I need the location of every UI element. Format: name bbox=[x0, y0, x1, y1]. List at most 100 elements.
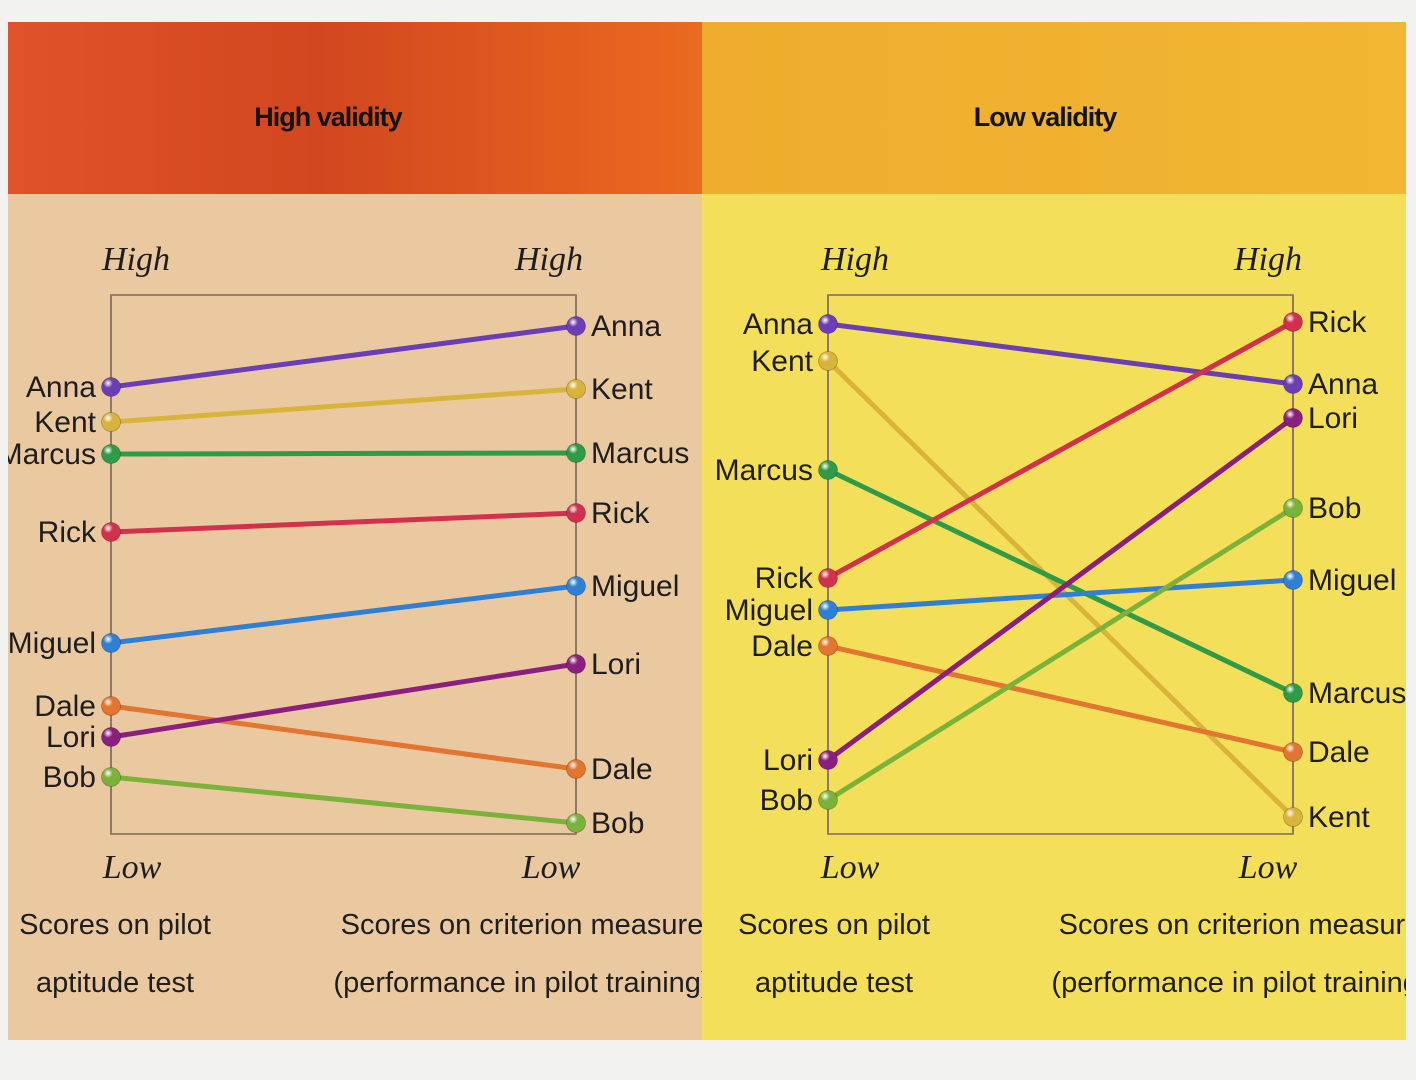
high-validity-right-bead-lori bbox=[566, 654, 586, 674]
high-validity-right-name-lori: Lori bbox=[591, 648, 641, 681]
high-validity-right-caption-line: Scores on criterion measure bbox=[341, 909, 702, 941]
low-validity-line-miguel bbox=[825, 577, 1296, 613]
low-validity-right-bead-marcus bbox=[1283, 683, 1303, 703]
low-validity-right-name-miguel: Miguel bbox=[1308, 564, 1396, 597]
low-validity-right-bead-anna bbox=[1283, 374, 1303, 394]
low-validity-line-bob bbox=[825, 505, 1296, 803]
high-validity-line-kent bbox=[108, 386, 579, 425]
high-validity-left-bead-bob bbox=[101, 767, 121, 787]
low-validity-left-high-label: High bbox=[820, 241, 889, 278]
high-validity-right-name-dale: Dale bbox=[591, 753, 653, 786]
high-validity-left-name-lori: Lori bbox=[46, 721, 96, 754]
high-validity-line-lori bbox=[108, 661, 579, 740]
low-validity-right-caption-line: Scores on criterion measure bbox=[1059, 909, 1406, 941]
low-validity-left-bead-marcus bbox=[818, 460, 838, 480]
low-validity-left-low-label: Low bbox=[820, 849, 880, 886]
high-validity-right-name-miguel: Miguel bbox=[591, 570, 679, 603]
low-validity-right-name-dale: Dale bbox=[1308, 736, 1370, 769]
low-validity-right-bead-miguel bbox=[1283, 570, 1303, 590]
high-validity-right-caption-line: (performance in pilot training) bbox=[333, 967, 702, 999]
high-validity-left-caption-line: Scores on pilot bbox=[19, 909, 211, 941]
high-validity-left-name-bob: Bob bbox=[43, 761, 96, 794]
low-validity-right-name-kent: Kent bbox=[1308, 801, 1370, 834]
high-validity-line-marcus bbox=[108, 450, 579, 457]
low-validity-right-name-bob: Bob bbox=[1308, 492, 1361, 525]
high-validity-banner: High validity bbox=[8, 22, 702, 194]
low-validity-right-bead-lori bbox=[1283, 408, 1303, 428]
high-validity-line-rick bbox=[108, 510, 579, 535]
low-validity-left-name-lori: Lori bbox=[763, 744, 813, 777]
low-validity-panel: Low validity High High Low Low Anna Kent Marcu… bbox=[702, 22, 1406, 1040]
low-validity-right-name-lori: Lori bbox=[1308, 402, 1358, 435]
low-validity-title: Low validity bbox=[973, 102, 1118, 132]
low-validity-right-name-rick: Rick bbox=[1308, 306, 1367, 339]
high-validity-left-high-label: High bbox=[101, 241, 170, 278]
low-validity-banner: Low validity bbox=[702, 22, 1406, 194]
high-validity-right-name-rick: Rick bbox=[591, 497, 650, 530]
high-validity-left-bead-anna bbox=[101, 377, 121, 397]
high-validity-right-low-label: Low bbox=[521, 849, 581, 886]
low-validity-left-name-dale: Dale bbox=[751, 630, 813, 663]
high-validity-right-bead-dale bbox=[566, 759, 586, 779]
high-validity-right-bead-anna bbox=[566, 316, 586, 336]
low-validity-right-bead-dale bbox=[1283, 742, 1303, 762]
low-validity-left-bead-miguel bbox=[818, 600, 838, 620]
high-validity-right-name-kent: Kent bbox=[591, 373, 653, 406]
low-validity-left-name-kent: Kent bbox=[751, 345, 813, 378]
high-validity-right-bead-marcus bbox=[566, 443, 586, 463]
low-validity-left-name-rick: Rick bbox=[755, 562, 814, 595]
high-validity-right-high-label: High bbox=[514, 241, 583, 278]
high-validity-left-caption-line: aptitude test bbox=[36, 967, 194, 999]
low-validity-left-name-bob: Bob bbox=[760, 784, 813, 817]
high-validity-right-name-anna: Anna bbox=[591, 310, 661, 343]
high-validity-right-bead-kent bbox=[566, 379, 586, 399]
low-validity-right-bead-bob bbox=[1283, 498, 1303, 518]
low-validity-right-high-label: High bbox=[1233, 241, 1302, 278]
low-validity-left-bead-lori bbox=[818, 750, 838, 770]
low-validity-right-bead-rick bbox=[1283, 312, 1303, 332]
high-validity-left-bead-miguel bbox=[101, 633, 121, 653]
low-validity-left-name-miguel: Miguel bbox=[725, 594, 813, 627]
high-validity-left-name-dale: Dale bbox=[34, 690, 96, 723]
low-validity-right-name-anna: Anna bbox=[1308, 368, 1378, 401]
high-validity-right-bead-rick bbox=[566, 503, 586, 523]
high-validity-line-anna bbox=[108, 323, 579, 390]
low-validity-line-anna bbox=[825, 321, 1296, 387]
high-validity-left-bead-lori bbox=[101, 727, 121, 747]
low-validity-left-bead-kent bbox=[818, 351, 838, 371]
low-validity-left-bead-dale bbox=[818, 636, 838, 656]
high-validity-left-bead-dale bbox=[101, 696, 121, 716]
high-validity-right-bead-miguel bbox=[566, 576, 586, 596]
high-validity-right-name-bob: Bob bbox=[591, 807, 644, 840]
high-validity-right-bead-bob bbox=[566, 813, 586, 833]
high-validity-panel: High validity High High Low Low Anna Kent Marc… bbox=[8, 22, 702, 1040]
high-validity-left-bead-marcus bbox=[101, 444, 121, 464]
low-validity-left-name-marcus: Marcus bbox=[715, 454, 813, 487]
low-validity-line-lori bbox=[825, 415, 1296, 763]
low-validity-line-rick bbox=[825, 319, 1296, 581]
high-validity-title: High validity bbox=[254, 102, 403, 132]
low-validity-right-bead-kent bbox=[1283, 807, 1303, 827]
low-validity-right-low-label: Low bbox=[1238, 849, 1298, 886]
high-validity-left-low-label: Low bbox=[102, 849, 162, 886]
high-validity-line-bob bbox=[108, 774, 579, 826]
low-validity-line-dale bbox=[825, 643, 1296, 755]
high-validity-line-miguel bbox=[108, 583, 579, 646]
low-validity-right-caption-line: (performance in pilot training) bbox=[1051, 967, 1406, 999]
high-validity-left-name-kent: Kent bbox=[34, 406, 96, 439]
low-validity-line-marcus bbox=[825, 467, 1296, 696]
low-validity-left-caption-line: Scores on pilot bbox=[738, 909, 930, 941]
high-validity-left-name-anna: Anna bbox=[26, 371, 96, 404]
high-validity-line-dale bbox=[108, 703, 579, 772]
low-validity-left-bead-rick bbox=[818, 568, 838, 588]
high-validity-left-bead-rick bbox=[101, 522, 121, 542]
high-validity-left-bead-kent bbox=[101, 412, 121, 432]
high-validity-left-name-rick: Rick bbox=[38, 516, 97, 549]
low-validity-left-caption-line: aptitude test bbox=[755, 967, 913, 999]
high-validity-left-name-miguel: Miguel bbox=[8, 627, 96, 660]
high-validity-left-name-marcus: Marcus bbox=[8, 438, 96, 471]
low-validity-left-bead-anna bbox=[818, 314, 838, 334]
low-validity-left-bead-bob bbox=[818, 790, 838, 810]
